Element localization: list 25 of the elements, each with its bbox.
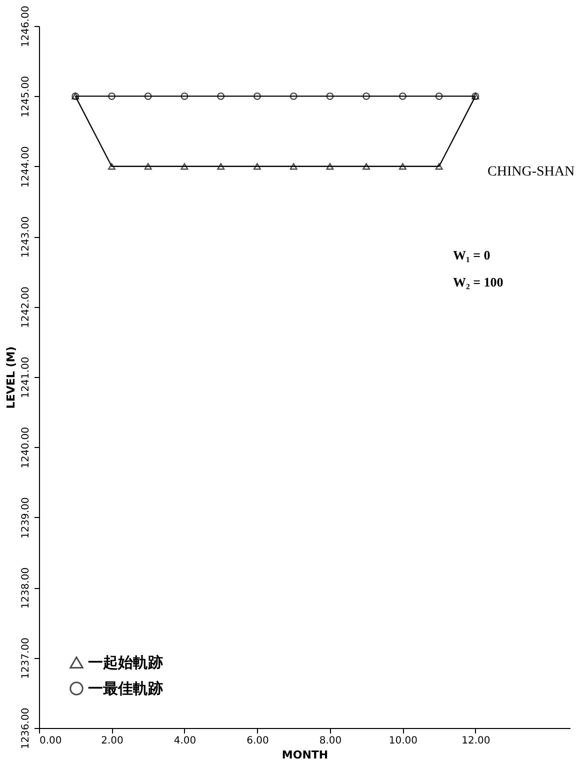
y-tick-label: 1240.00 xyxy=(20,427,32,468)
y-tick-label: 1238.00 xyxy=(20,567,32,609)
x-tick-label: 6.00 xyxy=(246,736,269,746)
y-tick-label: 1242.00 xyxy=(20,286,32,328)
y-tick-label: 1243.00 xyxy=(20,216,32,258)
x-axis-title: MONTH xyxy=(282,748,328,762)
annotation: W₂ = 100 xyxy=(453,274,504,290)
annotation: W₁ = 0 xyxy=(453,248,490,262)
legend-label: 一最佳軌跡 xyxy=(88,680,163,698)
y-tick-label: 1239.00 xyxy=(20,497,32,539)
annotation: CHING-SHAN xyxy=(488,164,575,180)
y-tick-label: 1244.00 xyxy=(20,146,32,188)
y-tick-label: 1246.00 xyxy=(20,6,32,48)
y-tick-label: 1236.00 xyxy=(20,708,32,750)
x-tick-label: 12.00 xyxy=(462,736,490,746)
x-tick-label: 0.00 xyxy=(40,736,62,746)
y-tick-label: 1237.00 xyxy=(20,638,32,679)
y-tick-label: 1241.00 xyxy=(20,356,32,398)
x-tick-label: 8.00 xyxy=(319,736,342,746)
x-tick-label: 2.00 xyxy=(101,736,124,746)
legend-label: 一起始軌跡 xyxy=(88,654,163,672)
x-tick-label: 4.00 xyxy=(174,736,196,746)
x-tick-label: 10.00 xyxy=(388,736,418,746)
y-tick-label: 1245.00 xyxy=(20,76,32,118)
y-axis-title: LEVEL (M) xyxy=(4,346,18,409)
